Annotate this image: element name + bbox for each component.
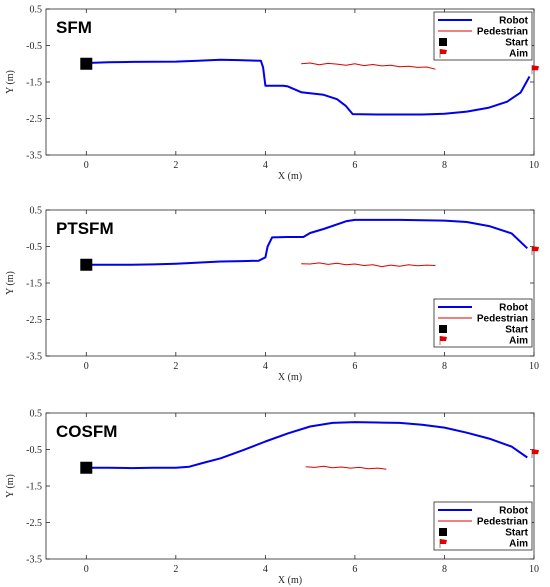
y-tick-label: -0.5: [26, 41, 42, 52]
legend-label-robot: Robot: [499, 16, 529, 27]
legend-label-aim: Aim: [509, 336, 528, 347]
aim-flag-icon: [531, 65, 539, 75]
pedestrian-trajectory: [301, 62, 436, 70]
x-tick-label: 0: [84, 564, 89, 575]
y-axis-label: Y (m): [5, 474, 16, 498]
start-marker: [80, 57, 93, 70]
x-axis-label: X (m): [278, 575, 302, 586]
aim-flag-icon: [531, 246, 539, 256]
legend-label-start: Start: [505, 528, 528, 539]
flag-cloth: [532, 449, 539, 455]
panel-title: COSFM: [56, 422, 117, 441]
x-tick-label: 0: [84, 361, 89, 372]
y-tick-label: -2.5: [26, 114, 42, 125]
legend-label-start: Start: [505, 38, 528, 49]
y-tick-label: -2.5: [26, 315, 42, 326]
chart-panel-3: 0 2 4 6 8 10 0.5 -0.5 -1.5 -2.5 -3.5 X (m) Y (m) COSF…: [5, 409, 539, 586]
x-tick-label: 10: [529, 361, 539, 372]
x-tick-label: 4: [263, 564, 268, 575]
x-tick-label: 2: [173, 361, 178, 372]
legend-aim-flag-icon: [439, 49, 447, 58]
legend-aim-flag-icon: [439, 336, 447, 345]
x-tick-label: 6: [352, 160, 357, 171]
legend-aim-flag-icon: [439, 539, 447, 548]
x-tick-label: 0: [84, 160, 89, 171]
legend-label-robot: Robot: [499, 506, 529, 517]
start-marker: [80, 461, 93, 474]
flag-cloth: [532, 65, 539, 71]
robot-trajectory: [86, 58, 531, 116]
legend-label-start: Start: [505, 325, 528, 336]
x-tick-label: 2: [173, 160, 178, 171]
flag-cloth: [532, 246, 539, 252]
x-axis-label: X (m): [278, 171, 302, 182]
pedestrian-trajectory: [305, 465, 387, 470]
flag-cloth: [440, 336, 447, 341]
y-tick-label: -3.5: [26, 555, 42, 566]
x-tick-label: 6: [352, 564, 357, 575]
x-tick-label: 10: [529, 160, 539, 171]
legend-start-marker: [439, 325, 447, 333]
y-tick-label: 0.5: [30, 206, 43, 217]
panel-title: SFM: [56, 18, 92, 37]
legend-label-aim: Aim: [509, 49, 528, 60]
flag-cloth: [440, 49, 447, 54]
x-axis-label: X (m): [278, 372, 302, 383]
y-axis-label: Y (m): [5, 70, 16, 94]
y-tick-label: -0.5: [26, 445, 42, 456]
y-tick-label: -3.5: [26, 352, 42, 363]
panel-title: PTSFM: [56, 219, 114, 238]
robot-trajectory: [86, 421, 528, 470]
start-marker: [80, 258, 93, 271]
legend-label-aim: Aim: [509, 539, 528, 550]
x-tick-label: 10: [529, 564, 539, 575]
x-tick-label: 2: [173, 564, 178, 575]
y-tick-label: -1.5: [26, 279, 42, 290]
x-tick-label: 8: [442, 361, 447, 372]
pedestrian-trajectory: [301, 262, 436, 268]
x-tick-label: 6: [352, 361, 357, 372]
x-tick-label: 8: [442, 564, 447, 575]
legend-label-pedestrian: Pedestrian: [477, 517, 528, 528]
y-tick-label: -1.5: [26, 78, 42, 89]
x-tick-label: 8: [442, 160, 447, 171]
y-tick-label: 0.5: [30, 5, 43, 16]
aim-flag-icon: [531, 449, 539, 459]
robot-trajectory: [86, 218, 528, 266]
y-tick-label: 0.5: [30, 409, 43, 420]
y-tick-label: -3.5: [26, 151, 42, 162]
legend-label-pedestrian: Pedestrian: [477, 314, 528, 325]
chart-panel-1: 0 2 4 6 8 10 0.5 -0.5 -1.5 -2.5 -3.5 X (m) Y (m) SFM R…: [5, 5, 539, 182]
legend-label-robot: Robot: [499, 303, 529, 314]
legend-start-marker: [439, 38, 447, 46]
y-tick-label: -1.5: [26, 482, 42, 493]
y-axis-label: Y (m): [5, 271, 16, 295]
y-tick-label: -2.5: [26, 518, 42, 529]
x-tick-label: 4: [263, 361, 268, 372]
chart-panel-2: 0 2 4 6 8 10 0.5 -0.5 -1.5 -2.5 -3.5 X (m) Y (m) PTSF…: [5, 206, 539, 383]
y-tick-label: -0.5: [26, 242, 42, 253]
legend-start-marker: [439, 528, 447, 536]
legend-label-pedestrian: Pedestrian: [477, 27, 528, 38]
x-tick-label: 4: [263, 160, 268, 171]
flag-cloth: [440, 539, 447, 544]
